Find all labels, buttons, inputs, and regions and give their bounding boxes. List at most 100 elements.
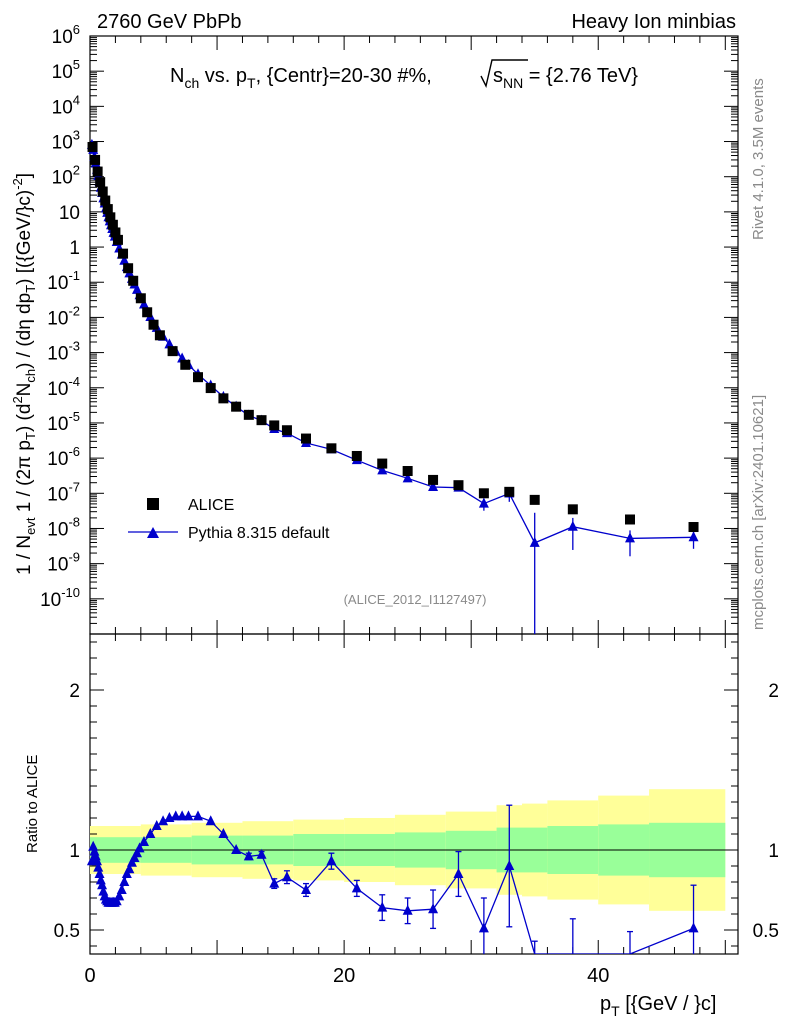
data-point (154, 330, 165, 341)
data-point (90, 154, 101, 165)
x-tick-label: 40 (587, 965, 609, 987)
mc-point-ratio (688, 922, 699, 933)
mc-point-ratio (205, 815, 216, 826)
mc-point-ratio (402, 904, 413, 915)
y-tick-label: 10-3 (47, 339, 80, 365)
mc-point-ratio (91, 855, 102, 866)
mc-series-ratio (86, 804, 699, 954)
rivet-label: Rivet 4.1.0, 3.5M events (750, 78, 767, 240)
mc-point-ratio (119, 876, 130, 886)
y-tick-label: 10-7 (47, 479, 80, 505)
mc-point-ratio (453, 868, 464, 878)
mc-point-ratio (231, 844, 242, 854)
data-point (95, 177, 106, 188)
mc-point-main (402, 472, 413, 483)
mc-point-main (377, 464, 388, 475)
main-frame (89, 35, 739, 635)
data-point (625, 514, 635, 525)
legend-data-marker (147, 498, 159, 510)
mc-point-ratio (145, 828, 156, 838)
data-point (167, 346, 178, 357)
analysis-label: (ALICE_2012_I1127497) (344, 592, 487, 607)
data-point (218, 393, 229, 404)
legend: ALICE Pythia 8.315 default (128, 497, 330, 542)
title-sqrt: sNN = {2.76 TeV} (480, 59, 638, 91)
data-point (97, 186, 108, 197)
x-tick-label: 20 (333, 965, 355, 987)
data-point (107, 219, 118, 230)
legend-data-label: ALICE (188, 497, 234, 514)
data-series-main (87, 141, 699, 533)
mc-point-ratio (158, 815, 169, 826)
data-point (128, 275, 139, 286)
mc-point-ratio (326, 855, 337, 866)
data-point (688, 522, 699, 533)
mc-point-ratio (139, 836, 149, 846)
mc-point-ratio (256, 848, 267, 859)
mc-point-ratio (93, 861, 104, 872)
mc-point-main (688, 531, 699, 542)
ratio-tick-label-right: 2 (768, 681, 779, 702)
y-tick-label: 102 (52, 163, 80, 189)
data-point (269, 420, 280, 431)
data-point (148, 319, 159, 330)
ratio-y-axis-label: Ratio to ALICE (24, 755, 41, 853)
y-tick-label: 105 (52, 57, 80, 83)
mc-point-ratio (151, 820, 162, 830)
y-tick-label: 10-2 (47, 303, 80, 329)
data-point (180, 359, 191, 370)
mc-point-ratio (124, 863, 135, 874)
mc-point-main (428, 480, 439, 491)
ratio-tick-label-left: 0.5 (54, 921, 80, 942)
mc-point-ratio (183, 810, 194, 821)
ratio-tick-label-right: 0.5 (753, 921, 779, 942)
mc-point-main (529, 536, 540, 547)
data-point (102, 204, 113, 215)
mc-point-ratio (301, 884, 311, 894)
data-point (118, 248, 129, 259)
y-tick-label: 10-1 (47, 268, 80, 294)
y-tick-label: 106 (52, 22, 80, 48)
mc-point-ratio (478, 922, 489, 933)
y-tick-label: 104 (52, 92, 80, 118)
data-point (377, 458, 388, 469)
mc-point-ratio (243, 850, 254, 861)
data-point (567, 504, 578, 515)
mc-point-ratio (351, 882, 362, 893)
y-tick-label: 10-9 (47, 550, 80, 576)
y-tick-label: 10 (59, 203, 80, 224)
ratio-y-axis: 0.5 0.5 1 1 2 2 (54, 641, 779, 947)
ratio-tick-label-left: 2 (69, 681, 80, 702)
mc-point-ratio (94, 868, 105, 878)
data-point (105, 212, 116, 223)
data-point (123, 263, 134, 274)
header-right: Heavy Ion minbias (571, 11, 736, 33)
mc-point-main (478, 497, 489, 508)
y-tick-label: 10-6 (47, 444, 80, 470)
y-tick-label: 10-10 (40, 585, 80, 611)
mc-point-ratio (170, 810, 181, 821)
data-point (326, 443, 337, 454)
data-point (142, 307, 153, 318)
x-axis-label: pT [{GeV / }c] (600, 993, 716, 1019)
data-point (256, 415, 267, 426)
data-point (301, 433, 311, 444)
y-tick-label: 10-8 (47, 514, 80, 540)
data-point (135, 293, 146, 304)
legend-mc-label: Pythia 8.315 default (188, 525, 330, 542)
mc-point-ratio (116, 884, 127, 894)
ratio-frame (89, 633, 739, 955)
main-y-axis: 10-10 10-9 10-8 10-7 10-6 10-5 10-4 10-3 10-2 10-… (40, 22, 738, 635)
mc-point-ratio (504, 860, 515, 870)
mc-point-main (139, 298, 149, 309)
data-point (402, 466, 413, 477)
sqrt-sign (480, 59, 528, 89)
legend-mc-marker (147, 527, 159, 538)
y-tick-label: 1 (69, 238, 80, 259)
mc-point-ratio (428, 903, 439, 914)
data-point (87, 141, 98, 152)
mc-point-ratio (97, 879, 108, 890)
data-point (453, 480, 464, 491)
x-tick-label: 0 (84, 965, 95, 987)
mc-point-ratio (218, 828, 229, 838)
